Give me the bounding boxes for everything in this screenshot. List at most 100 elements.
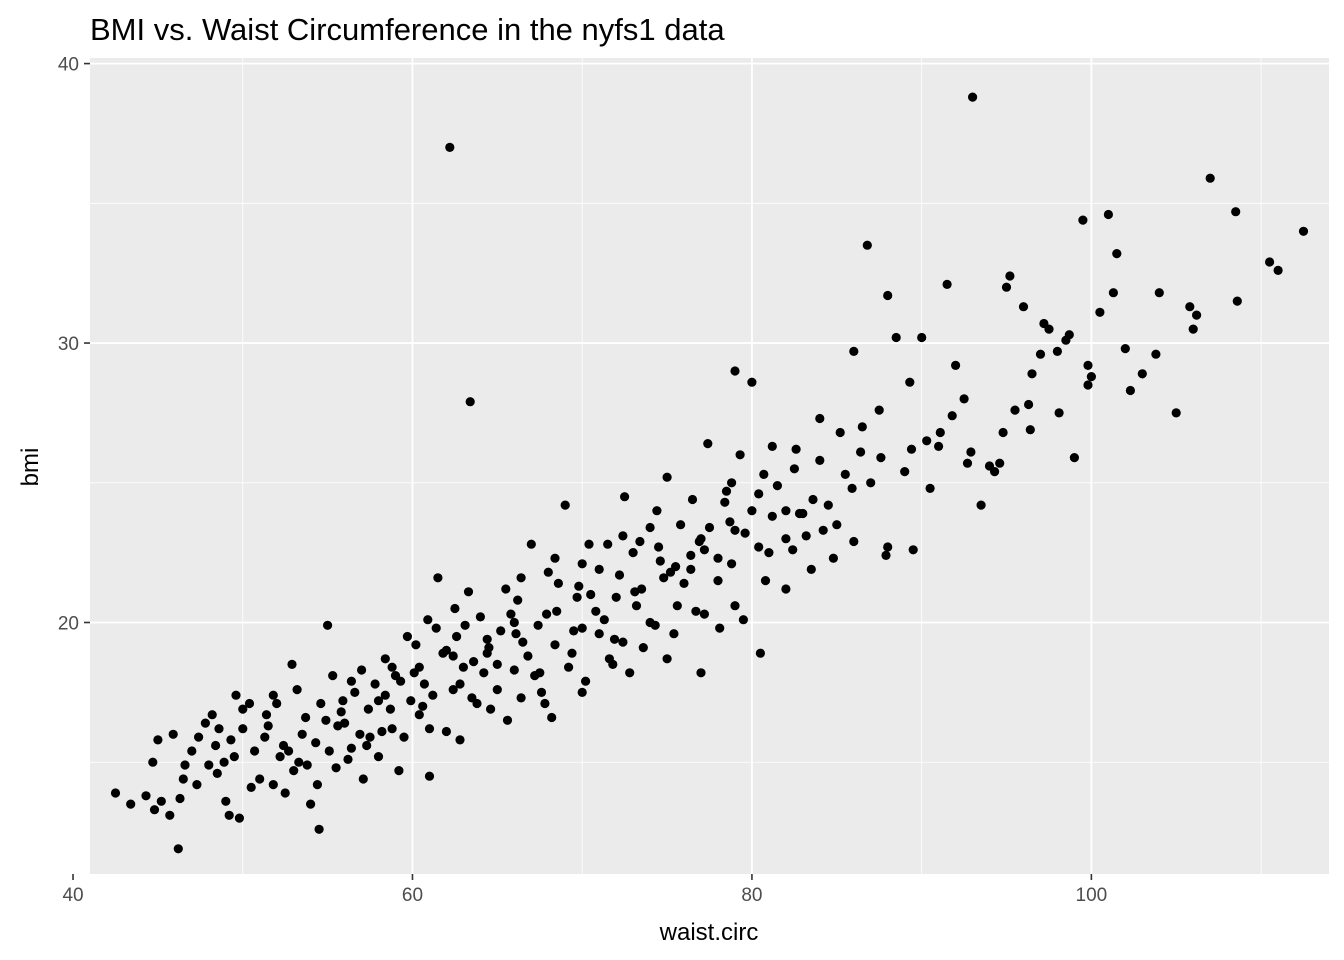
data-points — [110, 92, 1309, 854]
data-point — [192, 780, 202, 790]
data-point — [577, 623, 587, 633]
data-point — [594, 564, 604, 575]
data-point — [881, 550, 891, 561]
data-point — [1125, 385, 1135, 396]
data-point — [492, 659, 502, 670]
data-point — [654, 542, 664, 552]
data-point — [346, 676, 356, 686]
y-axis-title: bmi — [17, 448, 44, 487]
data-point — [350, 687, 360, 698]
data-point — [194, 732, 204, 742]
data-point — [1120, 344, 1130, 354]
data-point — [900, 467, 910, 477]
data-point — [448, 685, 458, 695]
data-point — [908, 545, 918, 555]
data-point — [399, 732, 409, 742]
data-point — [165, 810, 175, 820]
data-point — [452, 631, 462, 642]
data-point — [1083, 360, 1093, 370]
data-point — [962, 458, 973, 468]
data-point — [625, 668, 635, 678]
data-point — [995, 458, 1005, 468]
data-point — [387, 662, 397, 672]
data-point — [455, 735, 465, 745]
data-point — [905, 377, 915, 387]
data-point — [609, 634, 620, 644]
data-point — [424, 724, 435, 734]
data-point — [312, 780, 322, 790]
data-point — [301, 712, 311, 723]
data-point — [377, 726, 387, 737]
data-point — [311, 738, 321, 748]
data-point — [686, 550, 696, 561]
data-point — [316, 698, 326, 709]
data-point — [1025, 425, 1035, 435]
data-point — [727, 559, 737, 569]
data-point — [747, 506, 757, 516]
data-point — [883, 290, 893, 301]
data-point — [730, 525, 740, 535]
data-point — [414, 662, 424, 672]
data-point — [280, 788, 290, 798]
data-point — [1188, 324, 1198, 334]
data-point — [818, 525, 828, 535]
data-point — [501, 584, 511, 594]
data-point — [433, 573, 443, 583]
data-point — [935, 427, 945, 438]
data-point — [441, 726, 451, 737]
data-point — [699, 545, 710, 555]
data-point — [540, 698, 550, 709]
data-point — [662, 654, 672, 664]
data-point — [168, 729, 178, 739]
data-point — [463, 587, 474, 597]
data-point — [574, 581, 584, 591]
data-point — [234, 813, 244, 823]
data-point — [730, 366, 740, 376]
data-point — [1069, 453, 1079, 463]
data-point — [735, 450, 745, 460]
data-point — [696, 668, 706, 678]
data-point — [584, 539, 594, 549]
data-point — [1086, 372, 1096, 382]
data-point — [148, 757, 158, 767]
data-point — [721, 486, 732, 496]
data-point — [455, 679, 465, 689]
data-point — [482, 634, 492, 644]
data-point — [445, 142, 455, 152]
data-point — [906, 444, 917, 454]
data-point — [324, 746, 334, 756]
data-point — [402, 631, 412, 642]
data-point — [238, 704, 248, 714]
data-point — [255, 774, 265, 784]
data-point — [200, 718, 210, 728]
data-point — [246, 782, 256, 793]
data-point — [156, 796, 166, 806]
data-point — [815, 413, 825, 424]
data-point — [373, 696, 384, 706]
data-point — [110, 788, 121, 798]
data-point — [730, 601, 740, 611]
data-point — [699, 609, 710, 619]
data-point — [725, 517, 735, 527]
data-point — [1078, 215, 1088, 225]
data-point — [635, 536, 645, 547]
data-point — [862, 240, 872, 250]
data-point — [509, 665, 519, 675]
grid-major — [72, 58, 1329, 874]
data-point — [715, 623, 725, 633]
data-point — [849, 346, 859, 356]
data-point — [703, 439, 713, 449]
data-point — [178, 774, 188, 784]
data-point — [380, 690, 390, 700]
data-point — [611, 592, 621, 602]
data-point — [767, 441, 777, 451]
data-point — [781, 534, 791, 544]
data-point — [153, 735, 163, 745]
data-point — [618, 531, 628, 541]
data-point — [465, 397, 475, 407]
data-point — [226, 735, 236, 745]
data-point — [438, 648, 448, 658]
data-point — [469, 657, 479, 667]
data-point — [638, 643, 648, 653]
data-point — [149, 805, 160, 815]
